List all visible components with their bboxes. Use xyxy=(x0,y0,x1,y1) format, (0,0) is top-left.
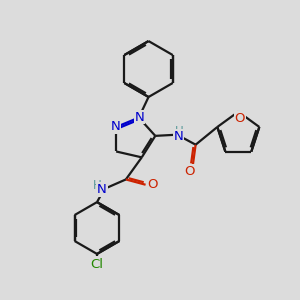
Text: O: O xyxy=(184,165,194,178)
Text: H: H xyxy=(175,125,184,138)
Text: O: O xyxy=(235,112,245,125)
Text: O: O xyxy=(147,178,157,191)
Text: N: N xyxy=(97,183,107,196)
Text: N: N xyxy=(174,130,183,143)
Text: H: H xyxy=(93,179,101,192)
Text: N: N xyxy=(134,110,144,124)
Text: N: N xyxy=(111,120,120,133)
Text: Cl: Cl xyxy=(91,258,103,271)
